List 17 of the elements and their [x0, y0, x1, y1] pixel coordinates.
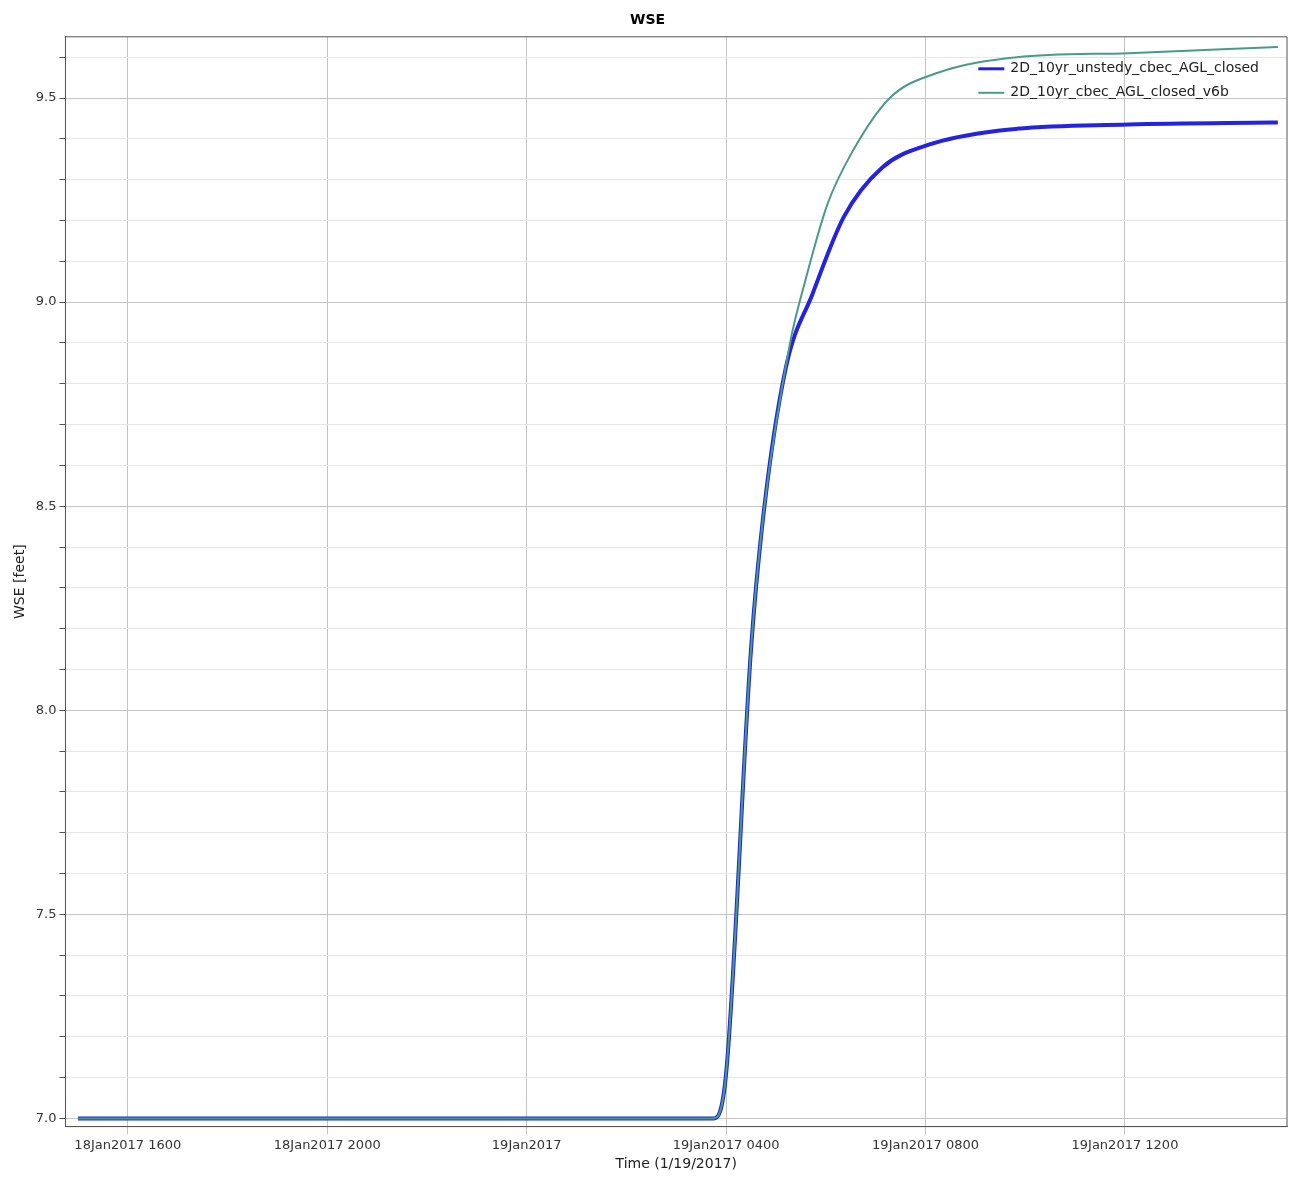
y-tick-label: 7.0 [35, 1109, 57, 1125]
y-tick-label: 8.0 [35, 701, 57, 717]
x-tick-label: 19Jan2017 [491, 1136, 562, 1152]
x-tick-label: 19Jan2017 0800 [872, 1136, 979, 1152]
y-axis-title: WSE [feet] [11, 544, 28, 619]
x-tick-label: 19Jan2017 1200 [1071, 1136, 1179, 1152]
legend-label: 2D_10yr_unstedy_cbec_AGL_closed [1010, 59, 1260, 76]
x-axis-title: Time (1/19/2017) [614, 1155, 737, 1172]
y-tick-label: 8.5 [35, 497, 57, 513]
legend-label: 2D_10yr_cbec_AGL_closed_v6b [1010, 83, 1229, 100]
y-tick-label: 7.5 [35, 905, 57, 921]
chart-title: WSE [629, 11, 666, 28]
x-tick-label: 19Jan2017 0400 [672, 1136, 780, 1152]
y-tick-label: 9.5 [35, 89, 57, 105]
x-tick-label: 18Jan2017 1600 [74, 1136, 182, 1152]
x-tick-label: 18Jan2017 2000 [273, 1136, 381, 1152]
y-tick-label: 9.0 [35, 293, 57, 309]
